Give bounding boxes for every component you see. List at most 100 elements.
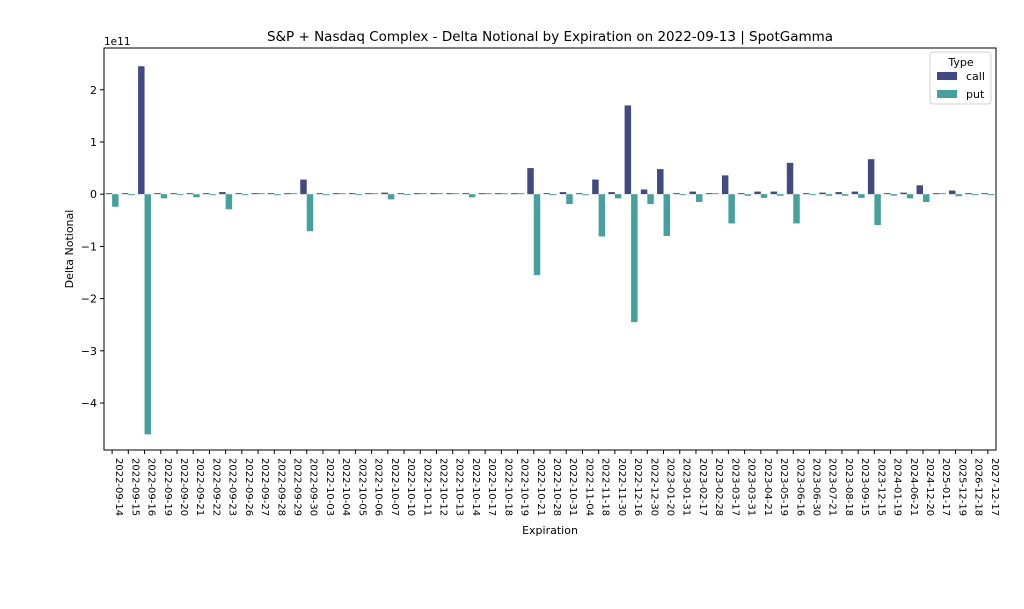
bar-put-2022-09-29 bbox=[290, 193, 297, 195]
x-tick-label: 2022-09-29 bbox=[292, 458, 303, 516]
bar-put-2023-03-17 bbox=[728, 194, 735, 224]
x-tick-label: 2022-10-21 bbox=[535, 458, 546, 516]
bar-put-2023-08-18 bbox=[841, 194, 849, 196]
bar-call-2024-06-21 bbox=[900, 192, 907, 195]
x-tick-label: 2022-09-26 bbox=[243, 458, 254, 516]
bar-call-2022-10-12 bbox=[429, 193, 437, 195]
bar-put-2025-01-17 bbox=[939, 193, 946, 195]
bar-call-2022-10-14 bbox=[462, 193, 469, 195]
bar-put-2022-09-16 bbox=[144, 194, 152, 435]
bar-put-2023-12-15 bbox=[874, 194, 881, 225]
bar-call-2022-09-16 bbox=[138, 66, 145, 195]
x-tick-label: 2022-12-30 bbox=[648, 458, 659, 516]
x-tick-label: 2025-01-17 bbox=[940, 458, 951, 516]
bar-call-2025-01-17 bbox=[932, 193, 940, 195]
bar-call-2022-10-11 bbox=[413, 193, 421, 195]
x-tick-label: 2024-01-19 bbox=[892, 458, 903, 516]
y-tick-label: 2 bbox=[90, 84, 97, 97]
bar-put-2022-09-28 bbox=[274, 194, 281, 196]
bar-call-2022-09-23 bbox=[219, 192, 226, 195]
bar-call-2023-03-31 bbox=[738, 193, 745, 195]
x-tick-label: 2023-02-28 bbox=[713, 458, 724, 516]
bar-put-2023-02-17 bbox=[695, 194, 703, 203]
bar-put-2023-06-16 bbox=[793, 194, 800, 224]
bar-put-2022-09-19 bbox=[160, 194, 168, 199]
x-tick-label: 2022-10-28 bbox=[551, 458, 562, 516]
bar-put-2023-01-31 bbox=[679, 194, 687, 196]
legend-label-call: call bbox=[966, 70, 985, 83]
x-tick-label: 2022-10-17 bbox=[486, 458, 497, 516]
x-tick-label: 2022-10-05 bbox=[356, 458, 367, 516]
bar-call-2022-11-18 bbox=[592, 179, 599, 195]
bar-put-2022-12-16 bbox=[631, 194, 638, 323]
bar-call-2023-02-28 bbox=[705, 193, 713, 195]
bar-call-2022-10-31 bbox=[559, 192, 567, 195]
bar-put-2022-11-04 bbox=[582, 194, 589, 196]
bar-call-2022-12-30 bbox=[640, 189, 648, 195]
x-tick-label: 2022-10-11 bbox=[421, 458, 432, 516]
bar-put-2023-05-19 bbox=[777, 194, 784, 196]
x-tick-label: 2023-05-19 bbox=[778, 458, 789, 516]
x-tick-label: 2022-12-16 bbox=[632, 458, 643, 516]
bar-put-2023-06-30 bbox=[809, 194, 816, 196]
bar-put-2022-09-27 bbox=[258, 193, 265, 195]
bar-call-2022-09-22 bbox=[202, 193, 210, 195]
x-tick-label: 2022-09-27 bbox=[259, 458, 270, 516]
bar-call-2023-08-18 bbox=[835, 192, 842, 195]
bar-put-2022-10-05 bbox=[355, 194, 362, 196]
bar-call-2022-09-28 bbox=[267, 193, 275, 195]
x-tick-label: 2024-12-20 bbox=[924, 458, 935, 516]
bar-put-2022-10-11 bbox=[420, 193, 427, 195]
bar-put-2026-12-18 bbox=[971, 194, 979, 196]
bar-put-2022-10-12 bbox=[436, 193, 443, 195]
y-axis-label: Delta Notional bbox=[63, 210, 76, 289]
bar-call-2022-09-14 bbox=[105, 193, 113, 195]
x-tick-label: 2022-10-18 bbox=[502, 458, 513, 516]
bar-call-2022-09-29 bbox=[284, 193, 291, 195]
x-tick-label: 2022-09-20 bbox=[178, 458, 189, 516]
x-tick-label: 2023-04-21 bbox=[762, 458, 773, 516]
x-tick-label: 2026-12-18 bbox=[973, 458, 984, 516]
x-tick-label: 2022-11-18 bbox=[600, 458, 611, 516]
x-tick-label: 2023-06-30 bbox=[810, 458, 821, 516]
bar-put-2023-07-21 bbox=[825, 194, 833, 196]
bar-call-2022-10-04 bbox=[332, 193, 340, 195]
bar-put-2024-01-19 bbox=[890, 194, 898, 196]
bar-call-2023-01-31 bbox=[673, 193, 680, 195]
bar-put-2022-11-18 bbox=[598, 194, 606, 237]
bar-put-2022-09-22 bbox=[209, 194, 216, 196]
x-tick-label: 2022-11-04 bbox=[583, 458, 594, 516]
bar-put-2022-10-06 bbox=[371, 193, 379, 195]
x-tick-label: 2022-09-21 bbox=[194, 458, 205, 516]
x-tick-label: 2022-09-15 bbox=[129, 458, 140, 516]
bar-call-2023-07-21 bbox=[819, 192, 826, 195]
chart-title: S&P + Nasdaq Complex - Delta Notional by… bbox=[267, 29, 833, 45]
bar-put-2023-01-20 bbox=[663, 194, 671, 236]
bar-call-2024-12-20 bbox=[916, 185, 924, 195]
bar-put-2022-11-30 bbox=[614, 194, 622, 199]
y-tick-label: −4 bbox=[81, 397, 97, 410]
legend-swatch-call bbox=[937, 72, 957, 80]
bar-call-2022-10-28 bbox=[543, 193, 550, 195]
bar-put-2022-09-15 bbox=[128, 194, 135, 196]
y-tick-label: −1 bbox=[81, 240, 97, 253]
bar-call-2022-11-30 bbox=[608, 192, 615, 195]
bar-call-2022-11-04 bbox=[575, 193, 583, 195]
bar-call-2022-10-10 bbox=[397, 193, 405, 195]
x-tick-label: 2022-09-19 bbox=[162, 458, 173, 516]
bar-put-2024-12-20 bbox=[923, 194, 930, 203]
bar-put-2025-12-19 bbox=[955, 194, 962, 197]
bar-put-2023-03-31 bbox=[744, 194, 752, 196]
bar-put-2023-02-28 bbox=[712, 193, 719, 195]
bar-put-2022-12-30 bbox=[647, 194, 654, 205]
x-tick-label: 2022-09-28 bbox=[275, 458, 286, 516]
bar-call-2022-09-30 bbox=[300, 179, 307, 195]
y-axis: −4 −3 −2 −1 0 1 2 bbox=[81, 84, 104, 410]
bar-call-2022-09-19 bbox=[154, 193, 161, 195]
x-tick-label: 2022-09-22 bbox=[210, 458, 221, 516]
bar-put-2022-10-13 bbox=[452, 193, 460, 195]
bar-call-2023-04-21 bbox=[754, 191, 761, 195]
legend: Type call put bbox=[929, 51, 992, 105]
bar-put-2022-09-21 bbox=[193, 194, 200, 198]
